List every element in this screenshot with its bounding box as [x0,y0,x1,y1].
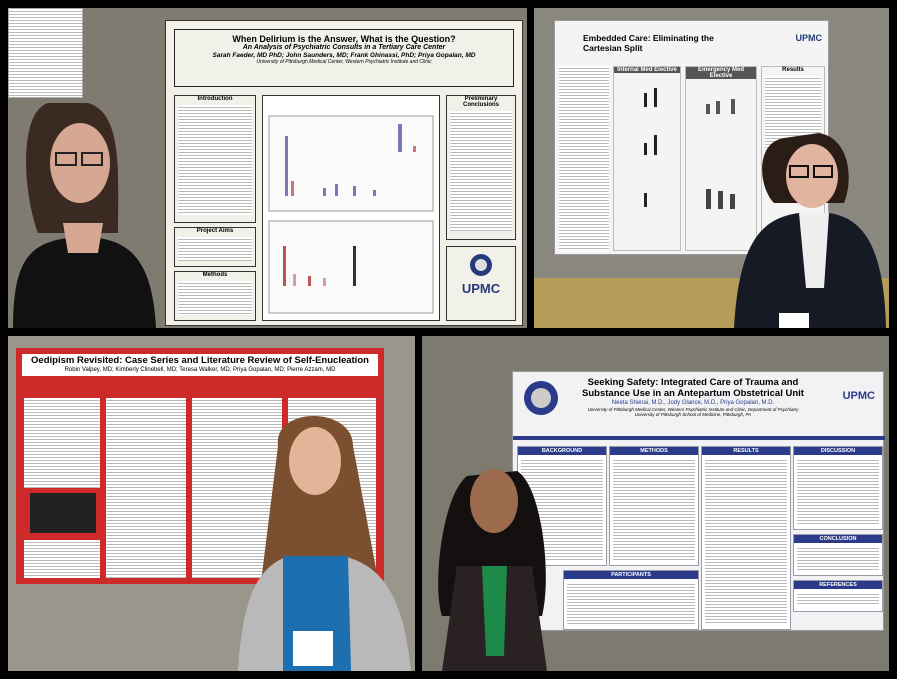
image [30,493,96,533]
paper [8,8,83,98]
text-block [797,458,879,524]
section-title: Results [782,67,804,73]
text-column [559,66,609,251]
divider [513,436,885,440]
logo: UPMC [842,390,875,402]
title-box: Seeking Safety: Integrated Care of Traum… [568,377,818,417]
text-block [106,398,186,578]
photo-3: Oedipism Revisited: Case Series and Lite… [8,336,415,671]
section: DISCUSSION [793,446,883,530]
poster-title: Embedded Care: Eliminating the Cartesian… [583,33,714,53]
mini-charts [644,88,657,207]
text-block [567,582,695,624]
poster-title: Seeking Safety: Integrated Care of Traum… [582,377,804,399]
photo-1: When Delirium is the Answer, What is the… [8,8,527,328]
authors: Neeta Shenai, M.D., Jody Glance, M.D., P… [611,399,775,406]
section-title: PARTICIPANTS [564,571,698,579]
section-title: Project Aims [196,228,234,234]
photo-4: Seeking Safety: Integrated Care of Traum… [422,336,889,671]
poster: Embedded Care: Eliminating the Cartesian… [554,20,829,255]
photo-2: Embedded Care: Eliminating the Cartesian… [534,8,889,328]
person [238,416,411,671]
chart-graphics [268,115,434,314]
poster-title: When Delirium is the Answer, What is the… [232,34,456,44]
section: PARTICIPANTS [563,570,699,630]
columns: BACKGROUND METHODS RESULTS DISCUSSION CONCLU… [517,446,883,630]
section-title: METHODS [610,447,698,455]
seal [524,381,558,415]
logo: UPMC [795,33,823,43]
person [438,469,547,671]
logo: UPMC [461,281,501,297]
authors: Sarah Faeder, MD PhD; John Saunders, MD;… [212,52,476,60]
section-title: BACKGROUND [518,447,606,455]
logo-box: UPMC [446,246,516,321]
title-box: When Delirium is the Answer, What is the… [174,29,514,87]
text-block [613,458,695,560]
title-box: Oedipism Revisited: Case Series and Lite… [22,354,378,376]
section: Introduction [174,95,256,223]
affiliation: University of Pittsburgh Medical Center,… [587,406,799,412]
section: CONCLUSION [793,534,883,576]
section-title: Preliminary Conclusions [462,96,499,108]
text-block [797,546,879,570]
section-title: DISCUSSION [794,447,882,455]
affiliation: University of Pittsburgh Medical Center,… [256,58,432,65]
section-title: Introduction [197,96,233,102]
section-title: Methods [202,272,228,278]
person [734,133,886,328]
section: Preliminary Conclusions [446,95,516,240]
poster: Seeking Safety: Integrated Care of Traum… [512,371,885,631]
seal [470,254,492,276]
section-title: REFERENCES [794,581,882,589]
section: Emergency Med Elective [685,66,757,251]
text-block [24,540,100,578]
poster-subtitle: An Analysis of Psychiatric Consults in a… [242,44,446,52]
poster-title: Oedipism Revisited: Case Series and Lite… [31,355,369,366]
section: METHODS [609,446,699,566]
authors: Robin Valpey, MD; Kimberly Clinebell, MD… [64,366,336,373]
section: Internal Med Elective [613,66,681,251]
text-block [24,398,100,488]
section-title: CONCLUSION [794,535,882,543]
charts [262,95,440,321]
section: REFERENCES [793,580,883,612]
person [13,103,156,328]
section: Methods [174,271,256,321]
section: Project Aims [174,227,256,267]
section-title: Emergency Med Elective [686,67,756,79]
section: RESULTS [701,446,791,630]
poster: When Delirium is the Answer, What is the… [165,20,523,326]
mini-charts [706,99,735,209]
text-block [797,592,879,606]
section-title: Internal Med Elective [614,67,680,73]
affiliation: University of Pittsburgh School of Medic… [634,411,752,417]
section-title: RESULTS [702,447,790,455]
text-block [705,458,787,624]
